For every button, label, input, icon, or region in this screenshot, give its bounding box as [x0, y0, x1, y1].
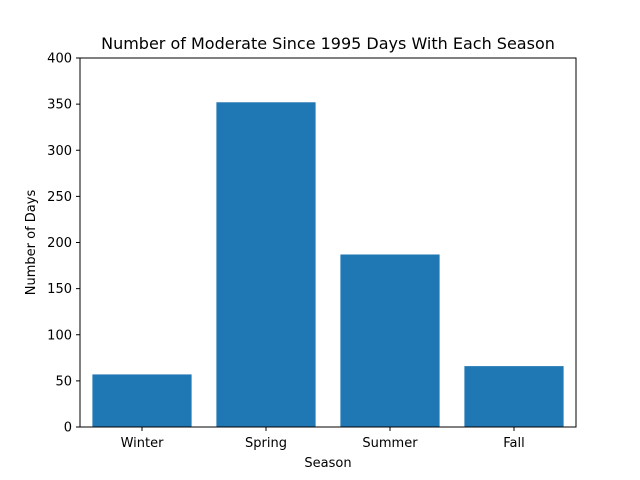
y-tick-label: 100	[47, 328, 72, 343]
y-tick-label: 0	[64, 421, 72, 436]
y-tick-label: 350	[47, 98, 72, 113]
y-tick-label: 150	[47, 282, 72, 297]
y-tick-label: 50	[55, 374, 72, 389]
x-axis-label: Season	[304, 456, 351, 471]
x-tick-label: Spring	[245, 436, 287, 451]
y-tick-label: 250	[47, 190, 72, 205]
y-tick-label: 300	[47, 144, 72, 159]
y-tick-label: 400	[47, 52, 72, 67]
y-tick-label: 200	[47, 236, 72, 251]
bar-spring	[216, 102, 316, 427]
bar-summer	[340, 254, 440, 427]
bar-winter	[92, 374, 192, 427]
x-tick-label: Fall	[503, 436, 524, 451]
bars-group	[92, 102, 564, 427]
chart-title: Number of Moderate Since 1995 Days With …	[101, 34, 555, 53]
y-axis-ticks: 0 50 100 150 200 250 300 350 400	[47, 52, 80, 436]
x-axis-ticks: Winter Spring Summer Fall	[121, 427, 525, 451]
x-tick-label: Winter	[121, 436, 165, 451]
bar-fall	[464, 366, 564, 427]
x-tick-label: Summer	[362, 436, 418, 451]
y-axis-label: Number of Days	[24, 190, 39, 296]
